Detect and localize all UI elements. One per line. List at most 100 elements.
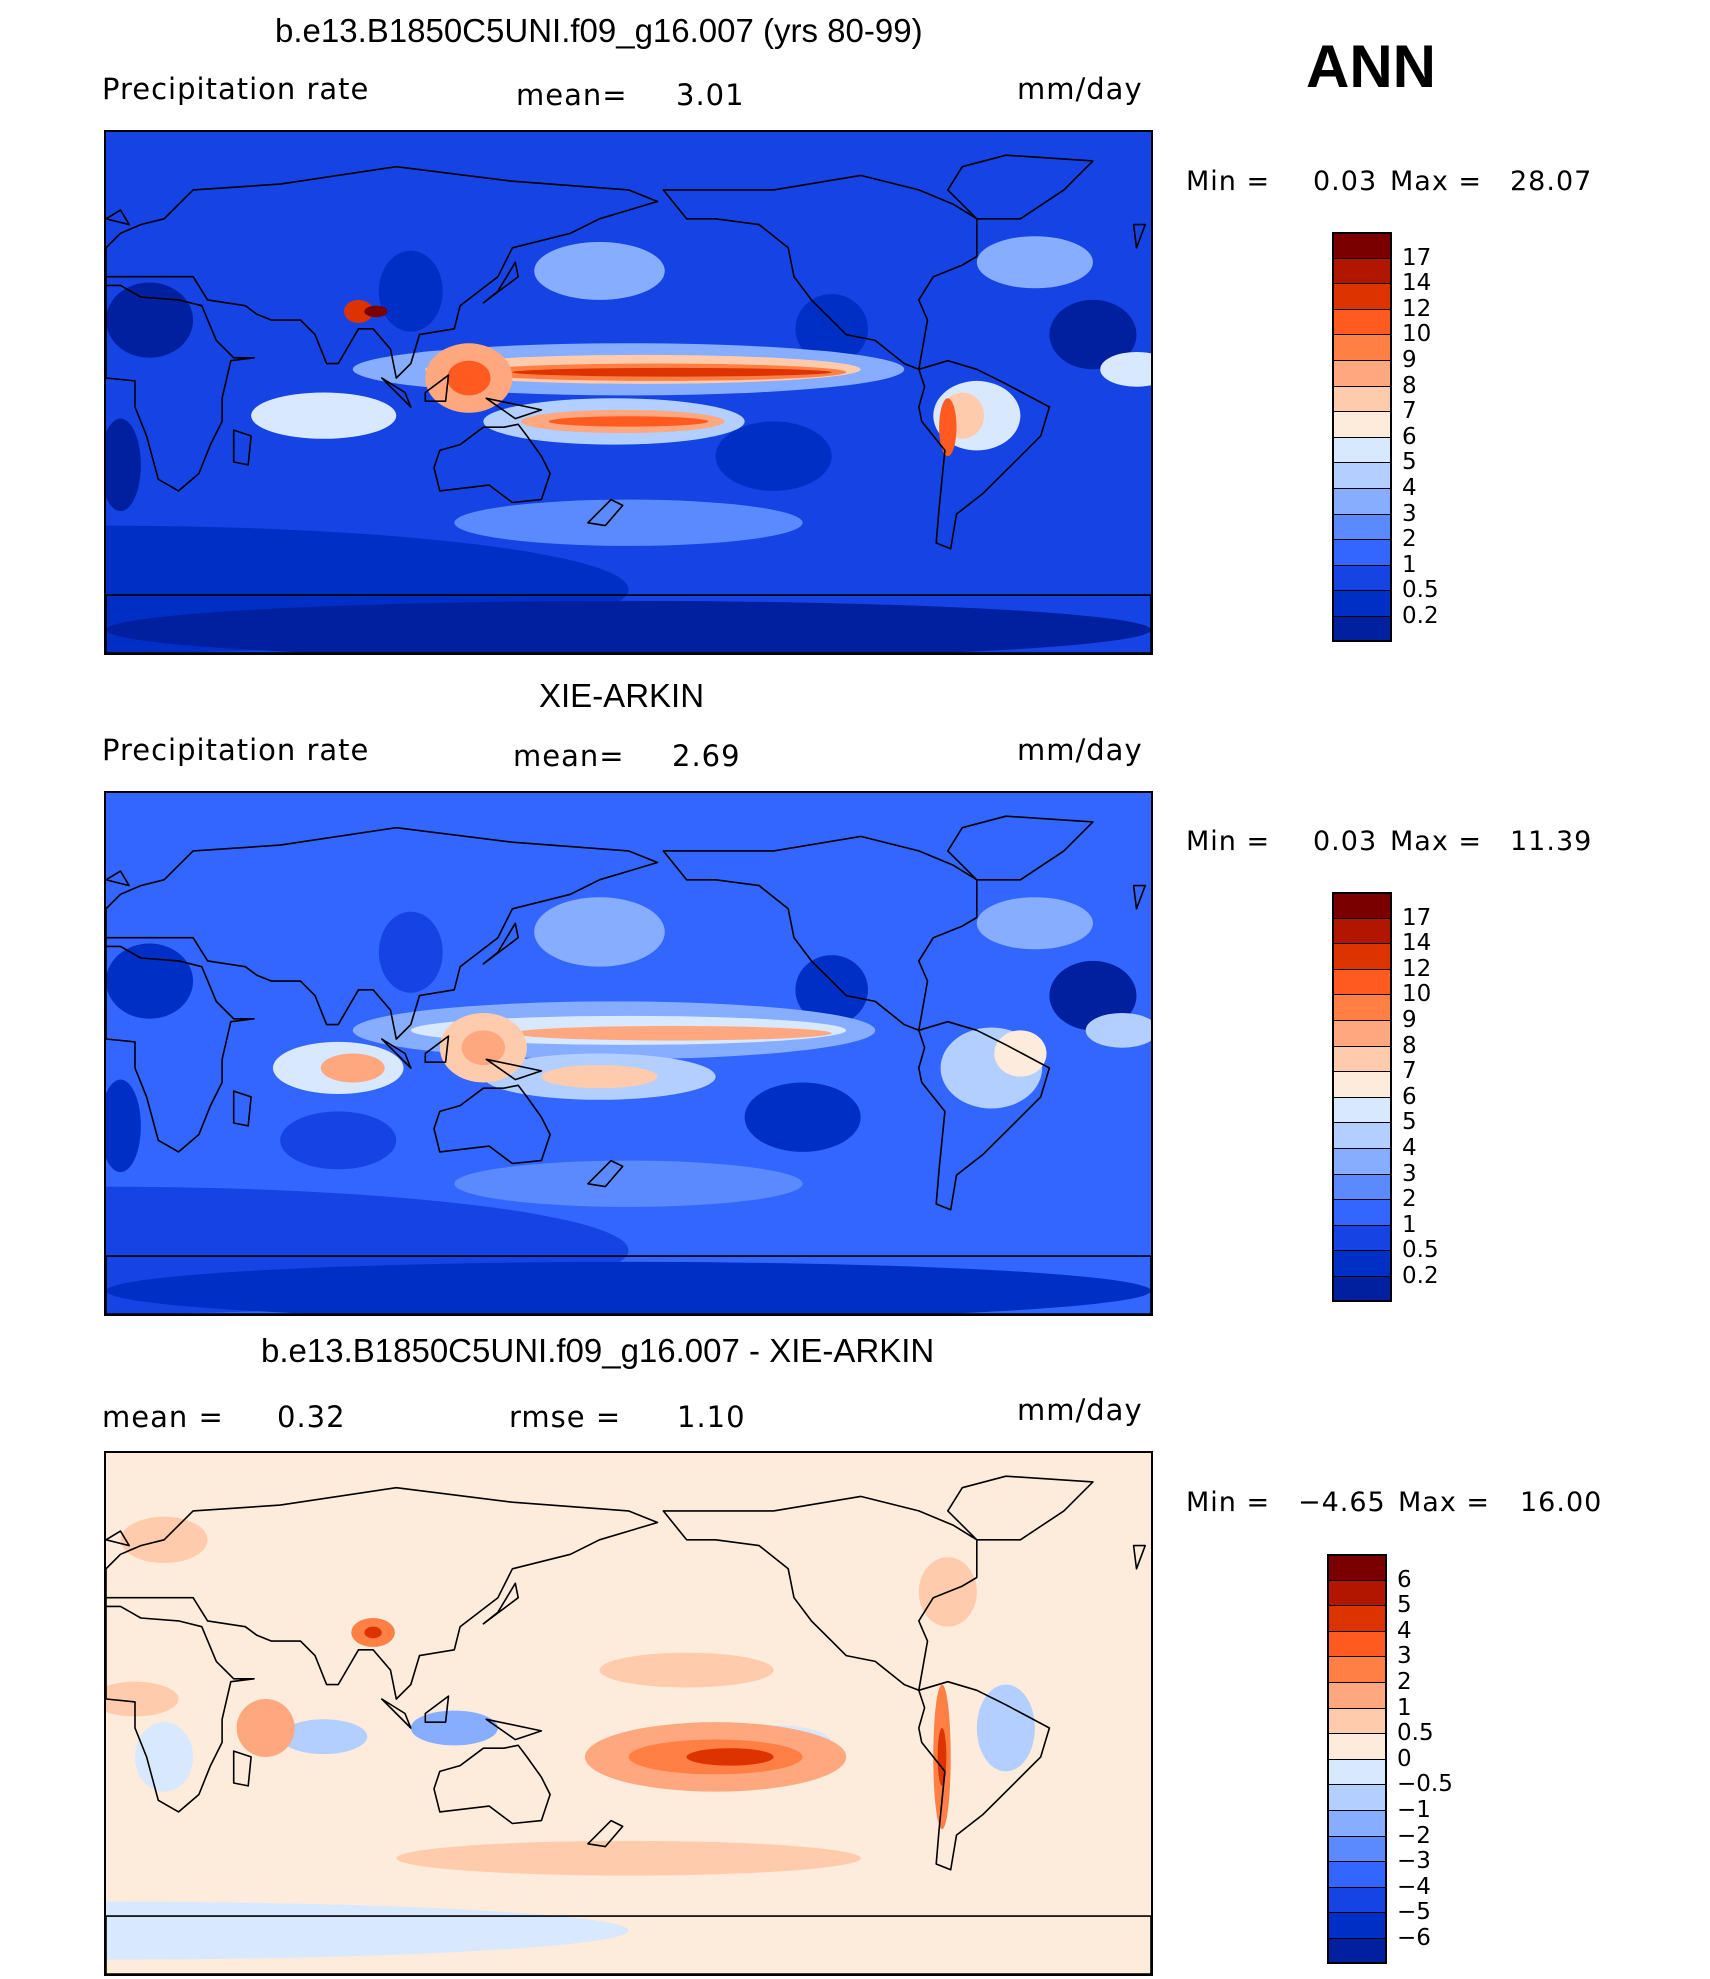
panel-1-max-label: Max = <box>1390 166 1483 197</box>
colorbar-tick-label: −4 <box>1397 1873 1431 1900</box>
field-contour <box>744 1082 861 1152</box>
colorbar-tick-label: 2 <box>1397 1669 1412 1695</box>
colorbar-tick-label: 5 <box>1397 1592 1412 1619</box>
panel-1-map <box>104 130 1153 655</box>
colorbar-swatch <box>1332 411 1392 437</box>
coastline <box>433 423 551 504</box>
field-contour <box>135 1722 194 1792</box>
colorbar-swatch <box>1332 1071 1392 1097</box>
panel-2-mean-value: 2.69 <box>672 739 741 773</box>
panel-3-colorbar: 6 5 4 3 2 1 0.5 0 −0.5 −1 −2 −3 −4 −5 −6 <box>1327 1554 1497 1964</box>
colorbar-swatch <box>1332 943 1392 969</box>
panel-3-min-value: −4.65 <box>1298 1487 1386 1518</box>
field-contour <box>364 1626 382 1639</box>
panel-3-max-label: Max = <box>1398 1487 1491 1518</box>
panel-2-units: mm/day <box>1017 733 1143 767</box>
panel-1-colorbar: 17 14 12 10 9 8 7 6 5 4 3 2 1 0.5 0.2 <box>1332 232 1492 642</box>
colorbar-tick-label: 3 <box>1402 1160 1417 1187</box>
coastline <box>485 397 543 420</box>
field-contour <box>106 282 194 358</box>
coastline <box>917 1020 1051 1211</box>
field-contour <box>1049 960 1137 1031</box>
panel-1-field <box>106 132 1151 653</box>
coastline <box>106 284 255 492</box>
coastline <box>662 835 978 1032</box>
field-contour <box>454 1160 803 1207</box>
colorbar-tick-label: 6 <box>1402 423 1417 450</box>
colorbar-tick-label: 0 <box>1397 1745 1412 1772</box>
colorbar-tick-label: 0.5 <box>1402 577 1439 604</box>
colorbar-swatch <box>1332 564 1392 591</box>
colorbar-tick-label: 14 <box>1402 270 1432 297</box>
colorbar-tick-label: −3 <box>1397 1848 1431 1875</box>
panel-3-min-label: Min = <box>1186 1487 1271 1518</box>
coastline <box>106 1255 1151 1314</box>
colorbar-tick-label: 7 <box>1402 1058 1417 1085</box>
panel-1-max-value: 28.07 <box>1510 166 1593 197</box>
field-contour <box>236 1699 295 1757</box>
coastline <box>1132 1544 1146 1570</box>
coastline <box>1132 884 1146 910</box>
coastline <box>485 1718 543 1741</box>
coastline <box>587 498 624 527</box>
coastline <box>232 1750 252 1787</box>
colorbar-tick-label: −5 <box>1397 1899 1431 1926</box>
colorbar-tick-label: 12 <box>1402 955 1432 982</box>
field-contour <box>378 911 443 993</box>
colorbar-swatch <box>1327 1554 1387 1580</box>
colorbar-tick-label: 10 <box>1402 321 1432 348</box>
colorbar-swatch <box>1332 590 1392 616</box>
field-contour <box>461 1030 506 1066</box>
season-label: ANN <box>1306 33 1436 100</box>
field-contour <box>512 1026 832 1041</box>
colorbar-swatch <box>1332 1122 1392 1148</box>
colorbar-tick-label: 2 <box>1402 1186 1417 1213</box>
colorbar-tick-label: −2 <box>1397 1822 1431 1849</box>
field-contour <box>396 1840 861 1876</box>
field-contour <box>320 1053 385 1083</box>
coastline <box>433 1084 551 1165</box>
coastline <box>482 1582 520 1625</box>
field-contour <box>410 1710 498 1746</box>
colorbar-tick-label: 9 <box>1402 347 1417 373</box>
panel-3-title: b.e13.B1850C5UNI.f09_g16.007 - XIE-ARKIN <box>261 1332 935 1369</box>
field-contour <box>251 392 397 439</box>
coastline <box>946 1475 1094 1541</box>
field-contour <box>686 1748 774 1766</box>
panel-1-units: mm/day <box>1017 72 1143 106</box>
panel-1-min-label: Min = <box>1186 166 1271 197</box>
colorbar-frame <box>1332 892 1392 1302</box>
coastline <box>106 209 131 226</box>
field-contour <box>599 1652 774 1688</box>
coastline <box>482 922 520 965</box>
colorbar-swatch <box>1332 1096 1392 1123</box>
field-contour <box>344 299 374 324</box>
field-contour <box>541 1065 658 1089</box>
colorbar-swatch <box>1327 1605 1387 1631</box>
coastline <box>946 815 1094 881</box>
colorbar-tick-label: 6 <box>1402 1083 1417 1110</box>
coastline <box>662 174 978 371</box>
field-contour <box>280 1719 368 1755</box>
colorbar-tick-label: −0.5 <box>1397 1771 1453 1798</box>
panel-2-mean-label: mean= <box>513 739 625 773</box>
colorbar-swatch <box>1327 1861 1387 1887</box>
field-contour <box>364 305 388 318</box>
panel-3-mean-value: 0.32 <box>277 1400 346 1434</box>
colorbar-swatch <box>1332 1224 1392 1251</box>
field-contour <box>1085 1012 1151 1048</box>
panel-1-min-value: 0.03 <box>1313 166 1378 197</box>
panel-3-max-value: 16.00 <box>1520 1487 1603 1518</box>
colorbar-tick-label: 0.5 <box>1397 1720 1434 1747</box>
colorbar-swatch <box>1332 360 1392 386</box>
colorbar-swatch <box>1332 436 1392 463</box>
coastline <box>946 154 1094 220</box>
colorbar-tick-label: 4 <box>1397 1617 1412 1644</box>
colorbar-swatch <box>1332 283 1392 309</box>
coastline <box>917 1680 1051 1871</box>
field-contour <box>447 360 491 396</box>
colorbar-tick-label: 5 <box>1402 449 1417 476</box>
colorbar-tick-label: 6 <box>1397 1566 1412 1593</box>
panel-3-field <box>106 1453 1151 1974</box>
colorbar-tick-label: −6 <box>1397 1925 1431 1951</box>
